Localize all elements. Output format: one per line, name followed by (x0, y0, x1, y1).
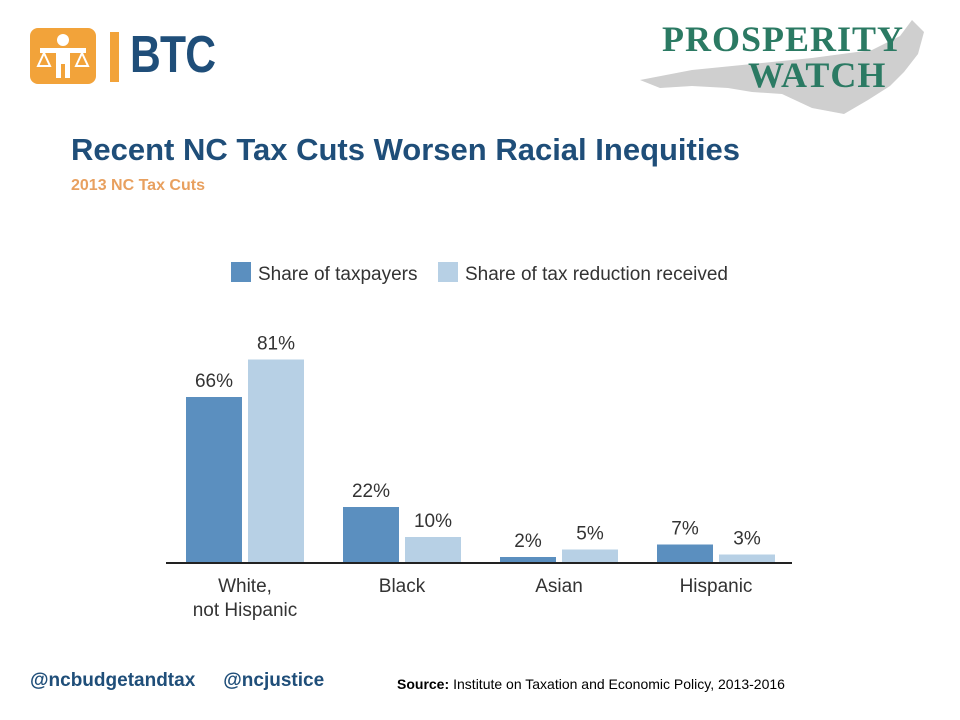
bar-hispanic-taxpayers (657, 544, 713, 562)
legend-swatch-taxpayers (231, 262, 251, 282)
source-note: Source: Institute on Taxation and Economi… (397, 676, 785, 692)
prosperity-watch-logo: PROSPERITY WATCH (632, 14, 932, 122)
data-label-asian-tax-reduction: 5% (576, 524, 604, 545)
x-tick-label-asian: Asian (535, 576, 583, 597)
legend-swatch-tax-reduction (438, 262, 458, 282)
btc-person-icon (30, 28, 96, 84)
btc-wordmark: BTC (130, 26, 216, 84)
bar-white-not-hispanic-tax-reduction (248, 359, 304, 562)
bar-asian-taxpayers (500, 557, 556, 562)
page-title: Recent NC Tax Cuts Worsen Racial Inequit… (71, 132, 740, 167)
x-tick-label-hispanic: Hispanic (680, 576, 753, 597)
prosperity-watch-line1: PROSPERITY (662, 19, 905, 59)
data-label-black-taxpayers: 22% (352, 481, 390, 502)
chart-legend: Share of taxpayers Share of tax reduction… (231, 262, 728, 285)
btc-divider (110, 32, 119, 82)
data-label-asian-taxpayers: 2% (514, 531, 542, 552)
prosperity-watch-line2: WATCH (748, 55, 887, 95)
bar-asian-tax-reduction (562, 549, 618, 562)
bar-black-tax-reduction (405, 537, 461, 562)
page-subtitle: 2013 NC Tax Cuts (71, 177, 205, 194)
data-label-white-not-hispanic-taxpayers: 66% (195, 371, 233, 392)
data-label-black-tax-reduction: 10% (414, 511, 452, 532)
bar-black-taxpayers (343, 507, 399, 562)
data-label-white-not-hispanic-tax-reduction: 81% (257, 334, 295, 355)
chart-bars: 66% 81% 22% 10% 2% 5% 7% 3% (186, 334, 775, 562)
legend-label-tax-reduction: Share of tax reduction received (465, 264, 728, 285)
nc-state-map-icon (640, 20, 924, 114)
btc-logo: BTC (30, 26, 230, 84)
bar-hispanic-tax-reduction (719, 554, 775, 562)
source-label: Source: (397, 676, 450, 692)
data-label-hispanic-tax-reduction: 3% (733, 529, 761, 550)
footer-handle-ncbudgetandtax: @ncbudgetandtax (30, 670, 196, 691)
x-axis-labels: White, not Hispanic Black Asian Hispanic (193, 576, 753, 621)
x-tick-label-white-not-hispanic: White, not Hispanic (193, 576, 298, 621)
source-text: Institute on Taxation and Economic Polic… (453, 676, 785, 692)
footer-handles: @ncbudgetandtax @ncjustice (30, 670, 324, 692)
legend-label-taxpayers: Share of taxpayers (258, 264, 417, 285)
bar-white-not-hispanic-taxpayers (186, 397, 242, 562)
x-tick-label-black: Black (379, 576, 426, 597)
data-label-hispanic-taxpayers: 7% (671, 519, 699, 540)
footer-handle-ncjustice: @ncjustice (223, 670, 325, 691)
